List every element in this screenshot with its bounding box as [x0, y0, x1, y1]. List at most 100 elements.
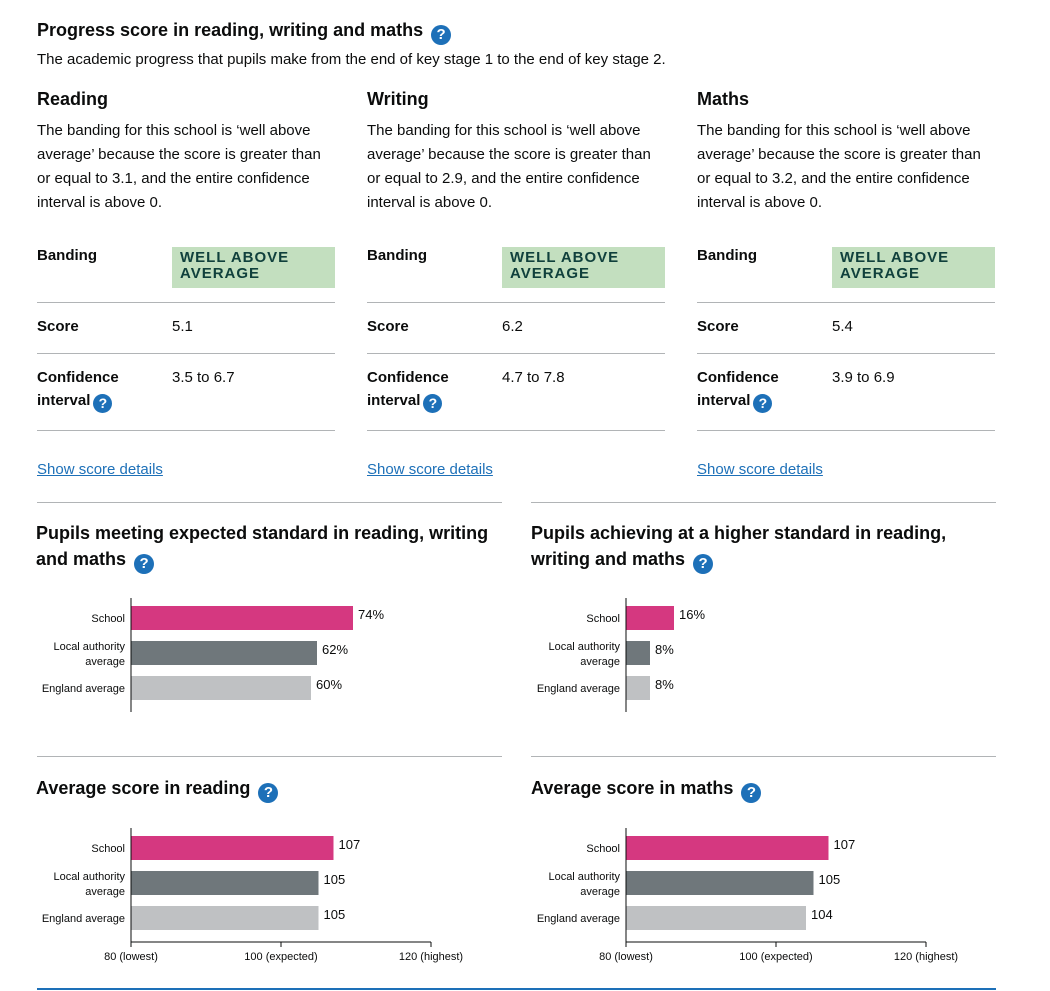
- banding-label: Banding: [37, 247, 97, 264]
- banding-line1: WELL ABOVE: [840, 249, 950, 266]
- confidence-interval-label: Confidence interval?: [37, 366, 119, 413]
- school-bar: [626, 836, 829, 860]
- england-bar: [626, 676, 650, 700]
- bottom-rule: [37, 988, 996, 990]
- x-tick-label: 80 (lowest): [599, 951, 653, 963]
- page-title-text: Progress score in reading, writing and m…: [37, 20, 424, 40]
- ci-label-line2: interval: [37, 392, 91, 409]
- school-bar: [626, 606, 674, 630]
- category-label: Local authority average: [548, 641, 620, 668]
- confidence-interval-value: 4.7 to 7.8: [502, 369, 565, 386]
- page-subtitle: The academic progress that pupils make f…: [37, 51, 666, 68]
- x-tick-label: 100 (expected): [739, 951, 812, 963]
- help-icon[interactable]: ?: [753, 394, 773, 413]
- subject-description: The banding for this school is ‘well abo…: [697, 122, 981, 211]
- value-label: 74%: [358, 607, 384, 622]
- value-label: 107: [339, 837, 361, 852]
- england-bar: [131, 906, 319, 930]
- help-icon[interactable]: ?: [134, 554, 155, 574]
- subject-column-reading: Reading The banding for this school is ‘…: [37, 89, 335, 478]
- england-bar: [131, 676, 311, 700]
- banding-label: Banding: [697, 247, 757, 264]
- x-tick-label: 120 (highest): [894, 951, 958, 963]
- show-score-details-link[interactable]: Show score details: [367, 461, 493, 478]
- section-divider: [37, 502, 502, 503]
- banding-label: Banding: [367, 247, 427, 264]
- expected-standard-title: Pupils meeting expected standard in read…: [36, 520, 506, 574]
- subject-table: Banding WELL ABOVE AVERAGE Score 5.4 Conf…: [697, 239, 995, 431]
- subject-table: Banding WELL ABOVE AVERAGE Score 6.2 Conf…: [367, 239, 665, 431]
- confidence-interval-row: Confidence interval? 3.9 to 6.9: [697, 354, 995, 431]
- banding-line1: WELL ABOVE: [510, 249, 620, 266]
- value-label: 107: [834, 837, 856, 852]
- section-divider: [37, 756, 502, 757]
- section-divider: [531, 502, 996, 503]
- ci-label-line1: Confidence: [37, 369, 119, 386]
- page-title: Progress score in reading, writing and m…: [37, 20, 452, 45]
- banding-badge: WELL ABOVE AVERAGE: [832, 247, 995, 288]
- score-label: Score: [697, 318, 739, 335]
- banding-line1: WELL ABOVE: [180, 249, 290, 266]
- help-icon[interactable]: ?: [431, 25, 452, 45]
- help-icon[interactable]: ?: [741, 783, 762, 803]
- ci-label-line1: Confidence: [367, 369, 449, 386]
- ci-label-line2: interval: [697, 392, 751, 409]
- confidence-interval-value: 3.5 to 6.7: [172, 369, 235, 386]
- score-label: Score: [367, 318, 409, 335]
- value-label: 16%: [679, 607, 705, 622]
- average-maths-chart: 107 School 105 Local authority average 104 Eng…: [537, 828, 958, 963]
- banding-badge: WELL ABOVE AVERAGE: [502, 247, 665, 288]
- category-label: School: [91, 613, 125, 625]
- category-label: School: [586, 843, 620, 855]
- section-divider: [531, 756, 996, 757]
- score-row: Score 6.2: [367, 303, 665, 354]
- expected-standard-chart: 74% School 62% Local authority average 60% Eng…: [42, 598, 384, 712]
- england-bar: [626, 906, 806, 930]
- banding-line2: AVERAGE: [510, 265, 591, 282]
- subject-title: Reading: [37, 89, 109, 109]
- value-label: 105: [324, 907, 346, 922]
- subject-description: The banding for this school is ‘well abo…: [367, 122, 651, 211]
- subject-column-writing: Writing The banding for this school is ‘…: [367, 89, 665, 478]
- local-authority-bar: [626, 871, 814, 895]
- value-label: 104: [811, 907, 833, 922]
- subject-title: Maths: [697, 89, 750, 109]
- value-label: 8%: [655, 642, 674, 657]
- title-line1: Pupils meeting expected standard in read…: [36, 523, 489, 543]
- title-text: Average score in maths: [531, 778, 734, 798]
- confidence-interval-label: Confidence interval?: [367, 366, 449, 413]
- subject-column-maths: Maths The banding for this school is ‘we…: [697, 89, 995, 478]
- x-tick-label: 120 (highest): [399, 951, 463, 963]
- banding-line2: AVERAGE: [180, 265, 261, 282]
- confidence-interval-row: Confidence interval? 3.5 to 6.7: [37, 354, 335, 431]
- category-label: England average: [42, 683, 125, 695]
- value-label: 105: [324, 872, 346, 887]
- help-icon[interactable]: ?: [423, 394, 443, 413]
- score-row: Score 5.4: [697, 303, 995, 354]
- help-icon[interactable]: ?: [93, 394, 113, 413]
- school-bar: [131, 836, 334, 860]
- category-label: Local authority average: [548, 871, 620, 898]
- title-line1: Pupils achieving at a higher standard in…: [531, 523, 947, 543]
- banding-line2: AVERAGE: [840, 265, 921, 282]
- confidence-interval-value: 3.9 to 6.9: [832, 369, 895, 386]
- school-bar: [131, 606, 353, 630]
- confidence-interval-label: Confidence interval?: [697, 366, 779, 413]
- score-row: Score 5.1: [37, 303, 335, 354]
- help-icon[interactable]: ?: [693, 554, 714, 574]
- x-tick-label: 100 (expected): [244, 951, 317, 963]
- title-line2: and maths: [36, 549, 127, 569]
- local-authority-bar: [131, 641, 317, 665]
- show-score-details-link[interactable]: Show score details: [37, 461, 163, 478]
- category-label: England average: [42, 913, 125, 925]
- value-label: 8%: [655, 677, 674, 692]
- local-authority-bar: [626, 641, 650, 665]
- x-tick-label: 80 (lowest): [104, 951, 158, 963]
- show-score-details-link[interactable]: Show score details: [697, 461, 823, 478]
- help-icon[interactable]: ?: [258, 783, 279, 803]
- ci-label-line1: Confidence: [697, 369, 779, 386]
- banding-row: Banding WELL ABOVE AVERAGE: [367, 239, 665, 303]
- value-label: 60%: [316, 677, 342, 692]
- category-label: Local authority average: [53, 871, 125, 898]
- local-authority-bar: [131, 871, 319, 895]
